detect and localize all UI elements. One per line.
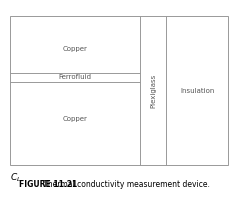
Bar (10, 16, 228, 165)
Text: Copper: Copper (62, 116, 87, 122)
Text: $C_L$: $C_L$ (10, 171, 21, 184)
Text: Ferrofluid: Ferrofluid (58, 74, 91, 80)
Text: Thermal conductivity measurement device.: Thermal conductivity measurement device. (36, 179, 210, 189)
Text: Plexiglass: Plexiglass (150, 73, 156, 108)
Text: Copper: Copper (62, 46, 87, 52)
Text: FIGURE 11.21: FIGURE 11.21 (19, 179, 77, 189)
Text: Insulation: Insulation (180, 88, 214, 94)
